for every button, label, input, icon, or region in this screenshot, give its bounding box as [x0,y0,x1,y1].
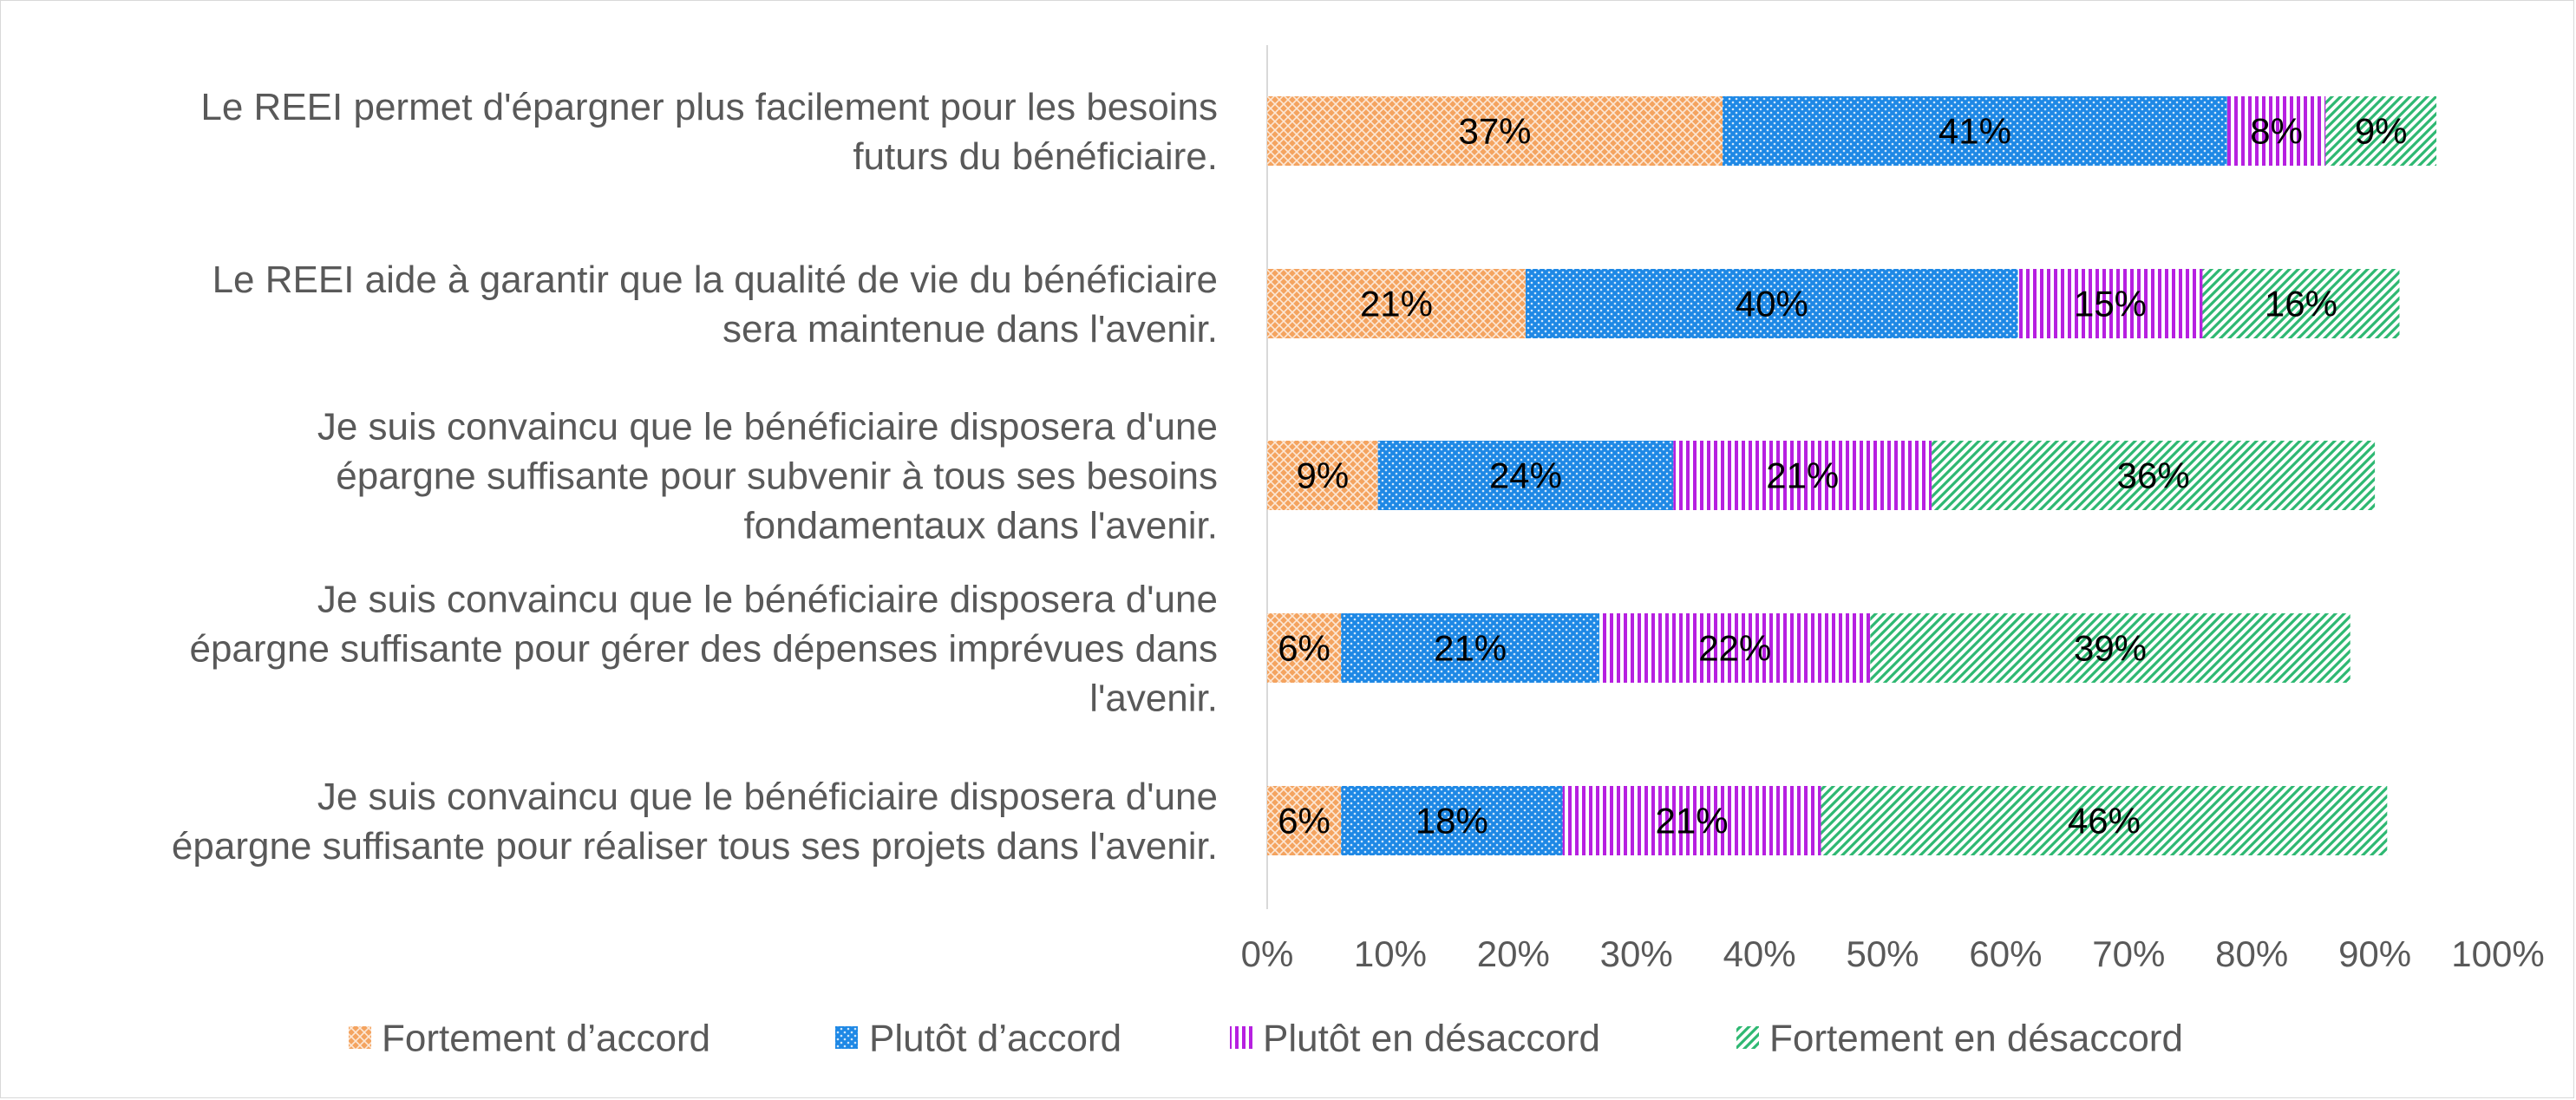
category-label-line: Le REEI aide à garantir que la qualité d… [212,259,1218,301]
bar-segment [1267,613,1342,683]
bar-segment [1267,269,1526,338]
data-label: 36% [2117,455,2190,496]
data-label: 21% [1766,455,1839,496]
legend-label: Fortement d’accord [382,1017,710,1059]
x-tick-label: 40% [1723,933,1796,974]
bar-segment [1267,441,1378,510]
bar-segment [1267,96,1723,166]
data-label: 9% [1297,455,1350,496]
x-tick-label: 50% [1846,933,1919,974]
x-tick-label: 20% [1477,933,1550,974]
legend-label: Plutôt d’accord [869,1017,1121,1059]
category-label-line: épargne suffisante pour gérer des dépens… [189,627,1218,670]
bar-segment [2325,96,2437,166]
plot-area: Le REEI permet d'épargner plus facilemen… [172,45,2545,974]
bar-segment [1673,441,1932,510]
bar-segment [1723,96,2227,166]
bar-segment [1341,613,1600,683]
data-label: 21% [1360,284,1433,324]
bar-segment [1870,613,2350,683]
data-label: 6% [1278,628,1330,669]
x-tick-label: 100% [2451,933,2544,974]
data-label: 21% [1434,628,1507,669]
category-label-line: Je suis convaincu que le bénéficiaire di… [317,776,1218,818]
data-label: 6% [1278,801,1330,841]
bar-segment [1525,269,2018,338]
category-label: Je suis convaincu que le bénéficiaire di… [189,578,1218,719]
data-label: 16% [2265,284,2337,324]
bar-segment [2226,96,2326,166]
data-label: 15% [2074,284,2147,324]
legend: Fortement d’accord Plutôt d’accord Plutôt … [349,1017,2183,1059]
data-label: 37% [1458,111,1531,152]
x-tick-label: 80% [2215,933,2288,974]
bar-segment [1562,786,1821,855]
data-label: 22% [1698,628,1771,669]
data-label: 8% [2250,111,2303,152]
legend-swatch [349,1026,371,1049]
x-tick-label: 30% [1600,933,1673,974]
x-tick-label: 70% [2092,933,2165,974]
bar-segment [1821,786,2388,855]
bar-segment [1341,786,1563,855]
legend-label: Fortement en désaccord [1769,1017,2183,1059]
category-label: Le REEI permet d'épargner plus facilemen… [200,86,1218,178]
category-label-line: fondamentaux dans l'avenir. [743,504,1218,547]
data-label: 46% [2068,801,2141,841]
category-label: Le REEI aide à garantir que la qualité d… [212,259,1218,350]
category-label-line: l'avenir. [1089,677,1218,719]
legend-swatch [835,1026,858,1049]
bar-segment [1267,786,1342,855]
legend-label: Plutôt en désaccord [1263,1017,1600,1059]
x-tick-label: 60% [1969,933,2042,974]
data-label: 41% [1939,111,2011,152]
category-label-line: épargne suffisante pour réaliser tous se… [172,825,1218,868]
data-label: 39% [2074,628,2147,669]
data-label: 9% [2355,111,2408,152]
x-tick-label: 0% [1241,933,1294,974]
data-label: 24% [1489,455,1562,496]
bar-segment [1377,441,1674,510]
category-label-line: Je suis convaincu que le bénéficiaire di… [317,405,1218,448]
data-label: 21% [1656,801,1729,841]
category-label-line: sera maintenue dans l'avenir. [722,308,1218,350]
category-label-line: épargne suffisante pour subvenir à tous … [336,455,1218,497]
bar-segment [2202,269,2400,338]
data-label: 40% [1736,284,1808,324]
data-label: 18% [1415,801,1488,841]
x-tick-label: 90% [2338,933,2411,974]
x-tick-label: 10% [1354,933,1427,974]
category-label-line: futurs du bénéficiaire. [853,135,1218,178]
legend-swatch [1736,1026,1759,1049]
bar-segment [1599,613,1871,683]
bar-segment [1932,441,2376,510]
category-label-line: Le REEI permet d'épargner plus facilemen… [200,86,1218,128]
bar-segment [2017,269,2203,338]
category-label: Je suis convaincu que le bénéficiaire di… [317,405,1218,547]
category-label: Je suis convaincu que le bénéficiaire di… [172,776,1218,868]
legend-swatch [1230,1026,1252,1049]
category-label-line: Je suis convaincu que le bénéficiaire di… [317,578,1218,620]
